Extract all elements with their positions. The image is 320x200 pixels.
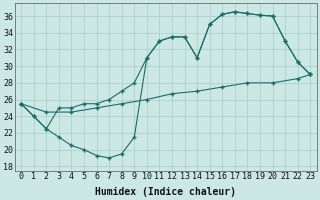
X-axis label: Humidex (Indice chaleur): Humidex (Indice chaleur) [95, 186, 236, 197]
